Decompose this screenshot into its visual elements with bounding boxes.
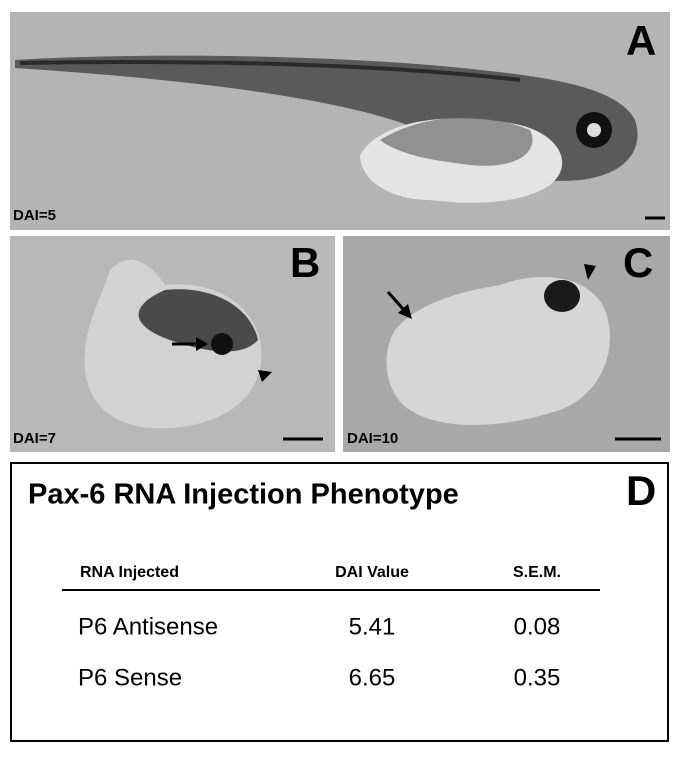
stage-label: DAI=10 [347,430,398,447]
table-frame [10,462,669,742]
arrowhead-marker [584,264,596,280]
tadpole-gut [380,117,533,166]
table-cell: 0.08 [514,613,561,640]
panel-c: C DAI=10 [343,236,670,452]
table-title: Pax-6 RNA Injection Phenotype [28,479,459,511]
arrow [386,291,406,311]
stage-label: DAI=7 [13,430,56,447]
column-header: S.E.M. [513,564,561,581]
embryo-eye [544,280,580,312]
tadpole-pupil [587,123,601,137]
panel-label: C [623,239,653,286]
embryo [386,277,610,425]
column-header: RNA Injected [80,564,179,581]
column-header: DAI Value [335,564,409,581]
panel-a: A DAI=5 [10,12,670,230]
table-cell: 0.35 [514,664,561,691]
table-cell: P6 Sense [78,664,182,691]
tadpole-notochord [19,60,521,82]
table-cell: P6 Antisense [78,613,218,640]
panel-b: B DAI=7 [10,236,335,452]
panel-label: B [290,239,320,286]
table-cell: 6.65 [349,664,396,691]
panel-label: D [626,467,656,514]
embryo-eye [211,333,233,355]
arrow-head [398,304,412,319]
arrow-head [196,337,208,351]
panel-d: Pax-6 RNA Injection Phenotype D RNA Inje… [10,462,669,742]
panel-label: A [626,17,656,64]
stage-label: DAI=5 [13,207,56,224]
arrowhead-marker [258,370,272,382]
table-cell: 5.41 [349,613,396,640]
